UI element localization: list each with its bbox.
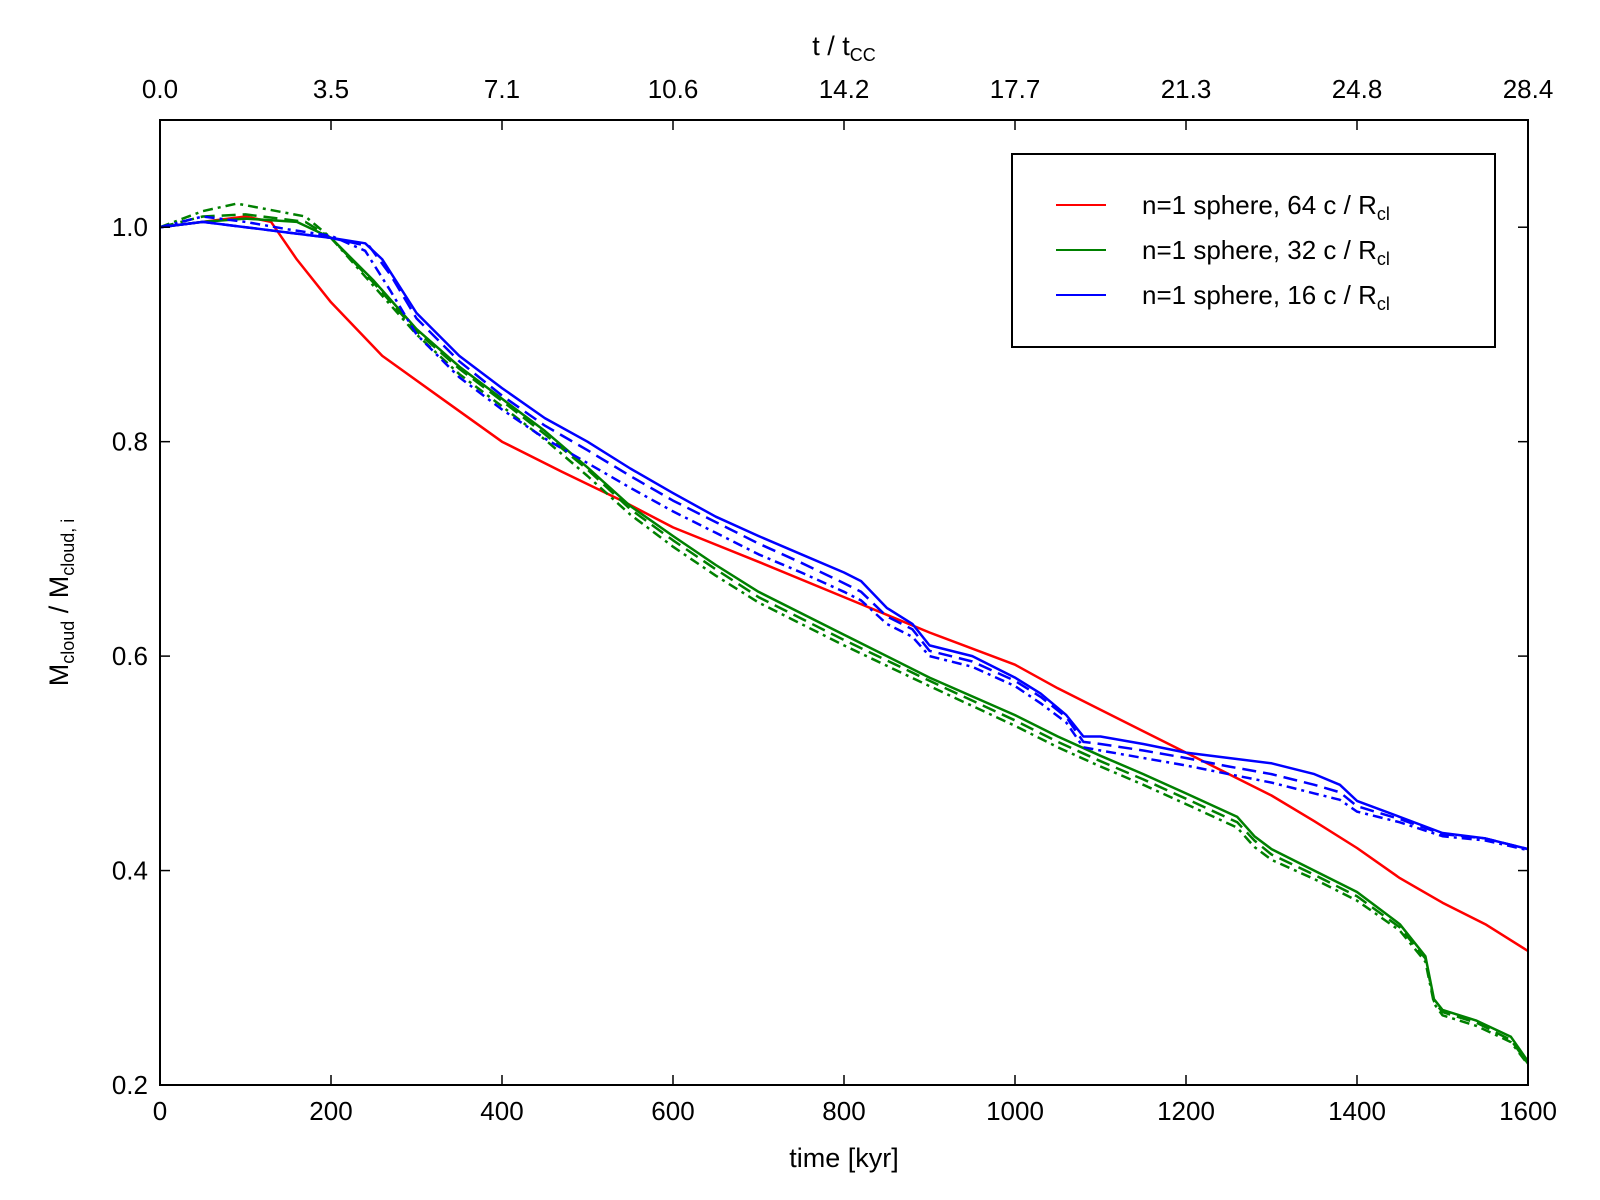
y-axis-title-sub-2: cloud, i (58, 519, 78, 576)
x-tick-label: 200 (309, 1096, 352, 1126)
x-tick-label: 0 (153, 1096, 167, 1126)
y-axis-title-main-2: / M (44, 576, 74, 621)
x-tick-label: 400 (480, 1096, 523, 1126)
top-axis-title-main: t / t (812, 31, 850, 61)
x-tick-label: 1200 (1157, 1096, 1215, 1126)
x-axis-title: time [kyr] (789, 1143, 899, 1173)
y-axis-title: Mcloud / Mcloud, i (44, 519, 78, 687)
top-x-tick-label: 28.4 (1503, 74, 1554, 104)
top-x-tick-label: 3.5 (313, 74, 349, 104)
legend-label-64: n=1 sphere, 64 c / Rcl (1142, 190, 1390, 224)
top-x-tick-label: 17.7 (990, 74, 1041, 104)
y-axis-title-main-1: M (44, 664, 74, 687)
series-line-3 (159, 202, 1529, 1066)
y-axis-title-sub-1: cloud (58, 621, 78, 664)
series-line-5 (159, 220, 1529, 851)
series-line-2 (159, 213, 1530, 1065)
top-x-tick-label: 0.0 (142, 74, 178, 104)
x-tick-label: 800 (822, 1096, 865, 1126)
y-tick-label: 0.6 (112, 641, 148, 671)
ticks-layer: 0 200 400 600 800 1000 1200 1400 1600 0.0 3.5 7.1 10… (112, 74, 1557, 1126)
top-x-tick-label: 21.3 (1161, 74, 1212, 104)
top-x-tick-label: 7.1 (484, 74, 520, 104)
x-tick-label: 1600 (1499, 1096, 1557, 1126)
series-line-0 (159, 215, 1529, 953)
x-tick-label: 1000 (986, 1096, 1044, 1126)
y-tick-label: 0.2 (112, 1070, 148, 1100)
legend: n=1 sphere, 64 c / Rcl n=1 sphere, 32 c … (1011, 153, 1496, 348)
series-line-1 (159, 217, 1530, 1063)
top-x-tick-label: 24.8 (1332, 74, 1383, 104)
y-tick-label: 1.0 (112, 212, 148, 242)
top-axis-title-sub: CC (850, 45, 876, 65)
series-line-4 (159, 220, 1529, 851)
top-x-tick-label: 14.2 (819, 74, 870, 104)
top-x-tick-label: 10.6 (648, 74, 699, 104)
y-tick-label: 0.8 (112, 427, 148, 457)
x-tick-label: 600 (651, 1096, 694, 1126)
legend-label-32: n=1 sphere, 32 c / Rcl (1142, 235, 1390, 269)
top-axis-title: t / tCC (812, 31, 876, 65)
legend-label-16: n=1 sphere, 16 c / Rcl (1142, 280, 1390, 314)
y-tick-label: 0.4 (112, 856, 148, 886)
x-tick-label: 1400 (1328, 1096, 1386, 1126)
series-layer (159, 202, 1530, 1066)
